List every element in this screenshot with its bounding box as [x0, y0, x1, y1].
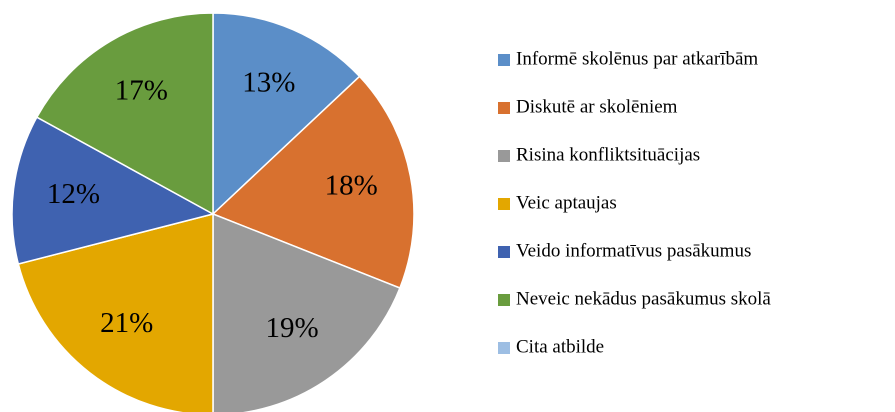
data-label: 17%	[115, 75, 168, 107]
pie-slice	[11, 116, 216, 265]
data-label: 21%	[100, 307, 153, 339]
pie-slice	[35, 12, 214, 216]
legend-swatch	[498, 198, 510, 210]
legend-swatch	[498, 102, 510, 114]
legend-swatch	[498, 246, 510, 258]
legend-swatch	[498, 54, 510, 66]
legend-swatch	[498, 150, 510, 162]
data-label: 12%	[47, 178, 100, 210]
legend-label: Cita atbilde	[516, 336, 604, 357]
pie-slice	[211, 75, 415, 289]
data-label: 13%	[242, 67, 295, 99]
pie-slice	[212, 12, 361, 216]
legend-label: Veic aptaujas	[516, 192, 617, 213]
legend-label: Risina konfliktsituācijas	[516, 144, 700, 165]
data-label: 19%	[265, 312, 318, 344]
legend-label: Veido informatīvus pasākumus	[516, 240, 751, 261]
legend-label: Informē skolēnus par atkarībām	[516, 48, 758, 69]
legend-swatch	[498, 342, 510, 354]
pie-slice	[17, 213, 214, 412]
data-label: 18%	[325, 169, 378, 201]
legend-label: Diskutē ar skolēniem	[516, 96, 678, 117]
legend-label: Neveic nekādus pasākumus skolā	[516, 288, 771, 309]
legend-swatch	[498, 294, 510, 306]
pie-slice	[212, 212, 401, 412]
